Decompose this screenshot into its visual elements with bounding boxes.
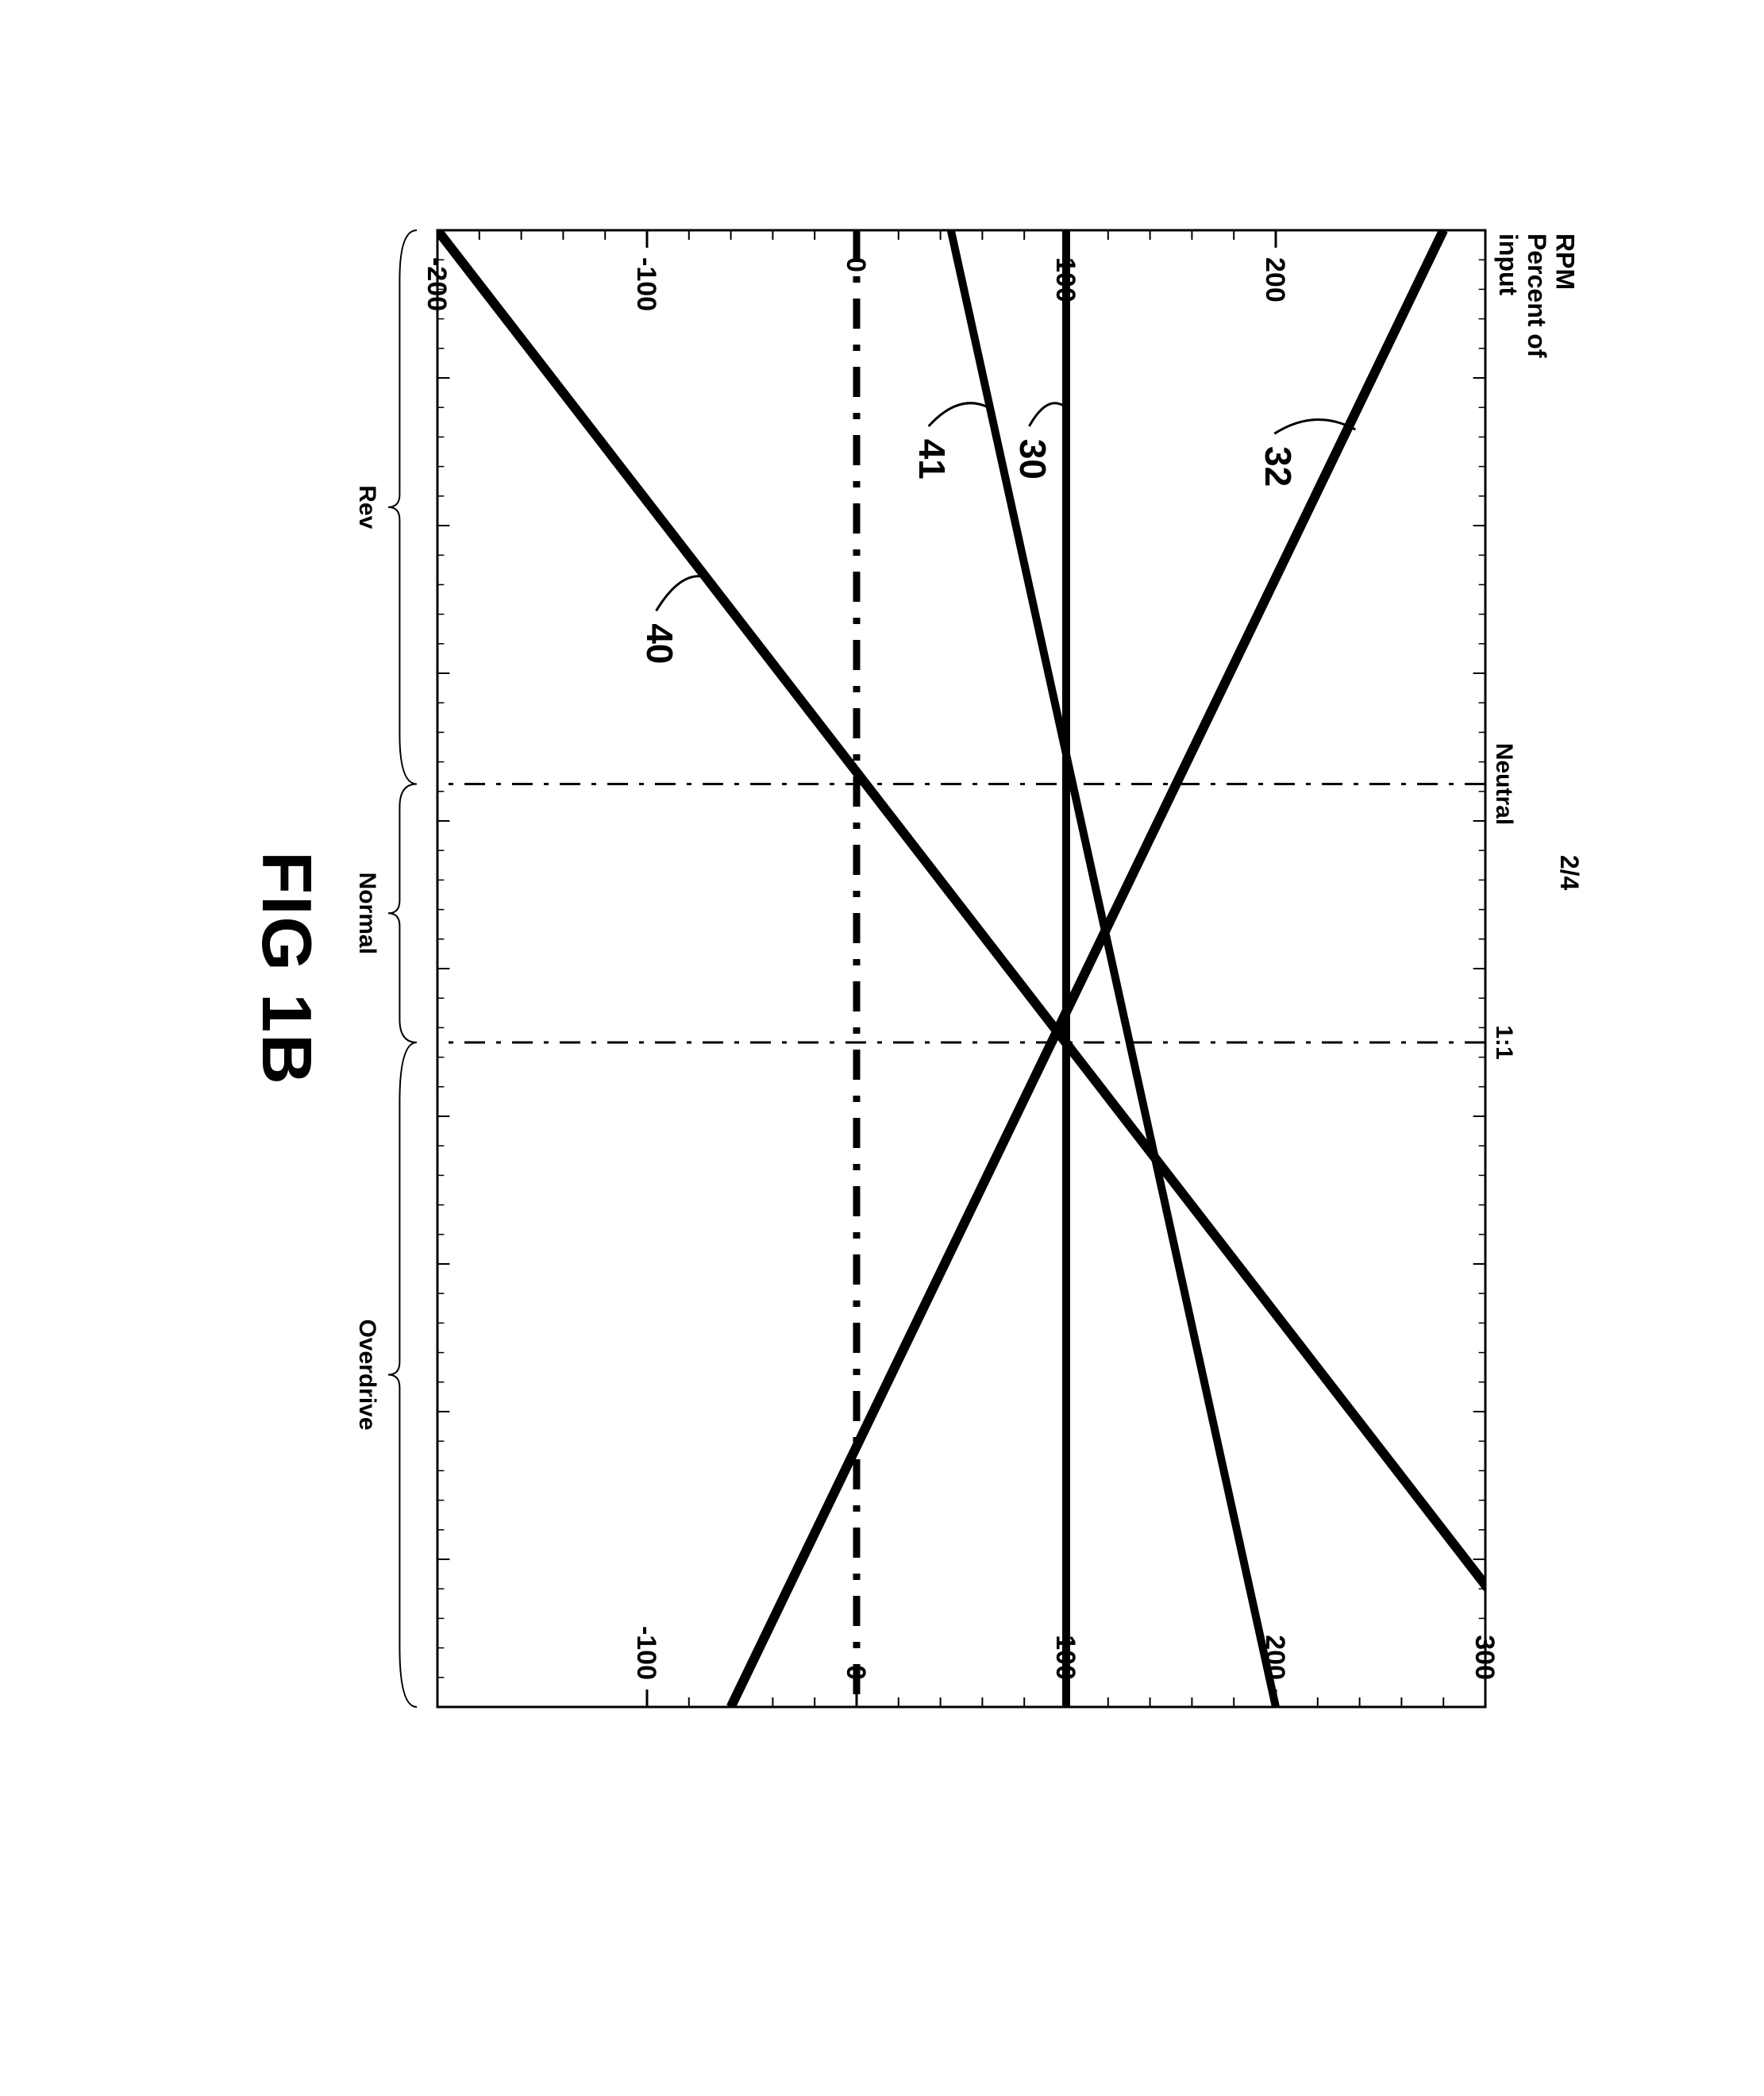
left-tick-label: -200 <box>422 257 452 311</box>
region-label: Normal <box>354 873 380 954</box>
region-brace <box>388 230 417 784</box>
x-axis-ticks <box>437 230 1485 1707</box>
region-brace <box>388 784 417 1043</box>
left-tick-label: -100 <box>631 257 661 311</box>
svg-text:Percent of: Percent of <box>1523 233 1551 358</box>
svg-text:input: input <box>1494 233 1523 296</box>
region-label: Overdrive <box>354 1319 380 1430</box>
region-label: Rev <box>354 485 380 529</box>
region-brace <box>388 1042 417 1707</box>
svg-text:RPM: RPM <box>1551 233 1580 290</box>
line-40 <box>437 230 1580 1707</box>
callout-leader <box>1029 403 1066 426</box>
callout-30: 30 <box>1012 439 1053 480</box>
figure-caption: FIG 1B <box>248 851 326 1086</box>
right-tick-label: -100 <box>631 1626 661 1680</box>
callout-40: 40 <box>639 623 680 664</box>
line-32 <box>731 230 1444 1707</box>
vline-label: 1:1 <box>1491 1025 1517 1059</box>
callout-leader <box>657 576 706 611</box>
plot-frame <box>437 230 1485 1707</box>
callout-32: 32 <box>1258 446 1299 487</box>
callout-leader <box>929 403 989 426</box>
line-41 <box>951 230 1276 1707</box>
page-header: 2/4 <box>1555 855 1581 891</box>
y-axis-title: RPMPercent ofinput <box>1494 233 1580 358</box>
right-tick-label: 300 <box>1469 1635 1500 1680</box>
left-tick-label: 200 <box>1260 257 1290 302</box>
series-group <box>437 230 1580 1707</box>
callout-41: 41 <box>911 439 953 480</box>
vline-label: Neutral <box>1491 743 1517 825</box>
